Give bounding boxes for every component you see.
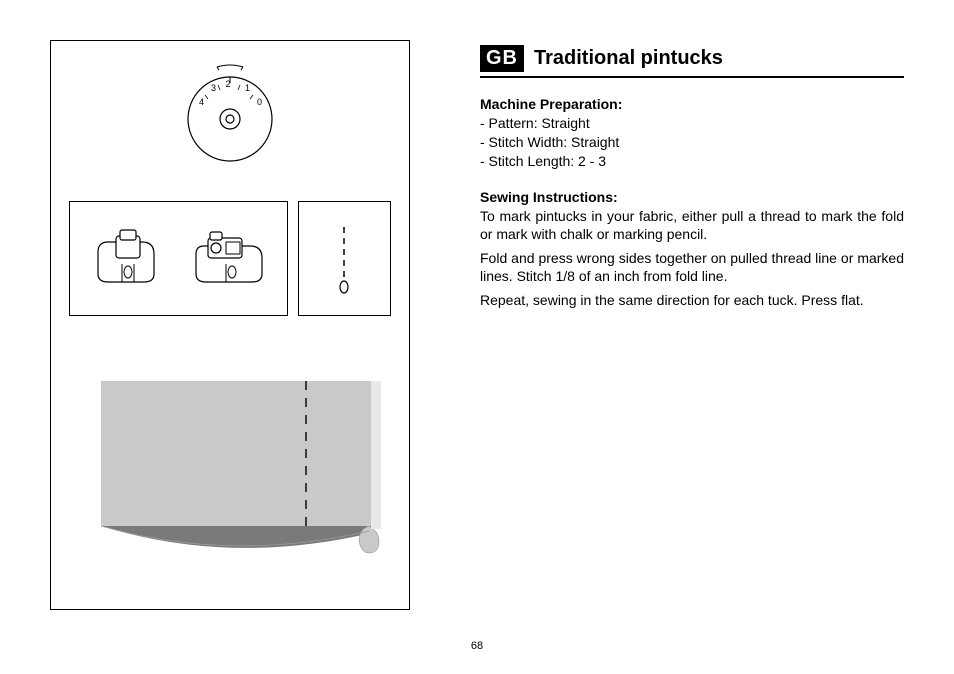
prep-item: - Pattern: Straight (480, 114, 904, 133)
instruction-paragraph: To mark pintucks in your fabric, either … (480, 207, 904, 243)
prep-item: - Stitch Length: 2 - 3 (480, 152, 904, 171)
dial-num-4: 4 (199, 97, 204, 107)
instructions-body: To mark pintucks in your fabric, either … (480, 207, 904, 310)
prep-heading: Machine Preparation: (480, 96, 904, 112)
text-column: GB Traditional pintucks Machine Preparat… (480, 40, 904, 610)
page-number: 68 (471, 640, 483, 652)
presser-feet-box (69, 201, 288, 316)
stitch-sample-box (298, 201, 391, 316)
dial-num-2: 2 (225, 79, 230, 89)
presser-foot-left (86, 224, 166, 294)
tension-dial: 4 3 2 1 0 (175, 61, 285, 176)
dial-svg: 4 3 2 1 0 (175, 61, 285, 171)
language-badge: GB (480, 45, 524, 72)
illustration-column: 4 3 2 1 0 (50, 40, 450, 610)
instruction-paragraph: Fold and press wrong sides together on p… (480, 249, 904, 285)
fabric-svg (101, 381, 381, 581)
prep-item: - Stitch Width: Straight (480, 133, 904, 152)
dial-num-3: 3 (211, 83, 216, 93)
presser-foot-right (186, 224, 271, 294)
prep-list: - Pattern: Straight - Stitch Width: Stra… (480, 114, 904, 171)
illustration-frame: 4 3 2 1 0 (50, 40, 410, 610)
presser-foot-row (69, 201, 391, 316)
page: 4 3 2 1 0 (0, 0, 954, 630)
page-title: Traditional pintucks (534, 47, 723, 70)
fabric-fold-illustration (101, 381, 381, 571)
dial-num-1: 1 (245, 83, 250, 93)
dial-num-0: 0 (257, 97, 262, 107)
stitch-line-icon (329, 219, 359, 299)
title-row: GB Traditional pintucks (480, 45, 904, 78)
instruction-paragraph: Repeat, sewing in the same direction for… (480, 291, 904, 309)
instructions-heading: Sewing Instructions: (480, 189, 904, 205)
